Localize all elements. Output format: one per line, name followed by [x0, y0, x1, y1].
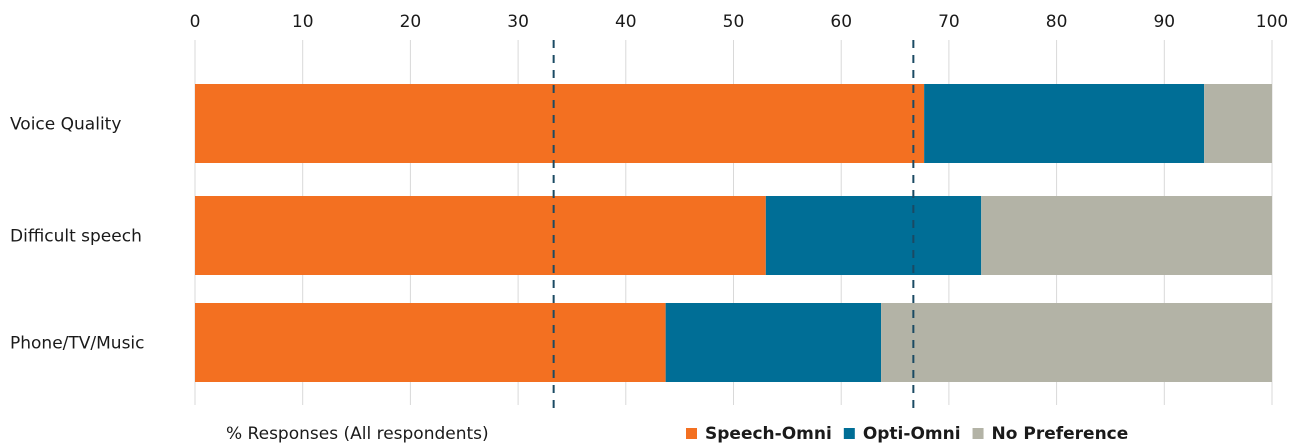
bar-segment — [665, 303, 882, 382]
legend-label: Speech-Omni — [705, 424, 832, 444]
bar-segment — [195, 84, 925, 163]
bar-segment — [1204, 84, 1272, 163]
x-tick-labels: 0 10 20 30 40 50 60 70 80 90 100 — [190, 12, 1289, 32]
x-tick-label: 30 — [507, 12, 529, 32]
legend-label: No Preference — [992, 424, 1129, 444]
x-tick-label: 80 — [1046, 12, 1068, 32]
legend-swatch — [843, 428, 855, 439]
bar-segment — [195, 303, 666, 382]
category-label: Phone/TV/Music — [10, 334, 145, 354]
legend: Speech-Omni Opti-Omni No Preference — [686, 424, 1128, 444]
x-tick-label: 20 — [400, 12, 422, 32]
bars — [195, 84, 1272, 382]
x-tick-label: 60 — [830, 12, 852, 32]
bar-segment — [881, 303, 1272, 382]
category-label: Difficult speech — [10, 227, 142, 247]
x-tick-label: 50 — [723, 12, 745, 32]
x-tick-label: 0 — [190, 12, 201, 32]
category-labels: Voice Quality Difficult speech Phone/TV/Mu… — [10, 115, 145, 354]
x-axis-label: % Responses (All respondents) — [226, 424, 489, 444]
legend-swatch — [686, 428, 697, 439]
bar-segment — [924, 84, 1205, 163]
bar-segment — [981, 196, 1272, 275]
legend-label: Opti-Omni — [863, 424, 961, 444]
bar-segment — [195, 196, 766, 275]
x-tick-label: 10 — [292, 12, 314, 32]
category-label: Voice Quality — [10, 115, 121, 135]
bar-segment — [765, 196, 982, 275]
x-tick-label: 70 — [938, 12, 960, 32]
legend-swatch — [972, 428, 984, 439]
x-tick-label: 90 — [1153, 12, 1175, 32]
reference-lines — [552, 40, 915, 414]
x-tick-label: 100 — [1256, 12, 1288, 32]
x-tick-label: 40 — [615, 12, 637, 32]
